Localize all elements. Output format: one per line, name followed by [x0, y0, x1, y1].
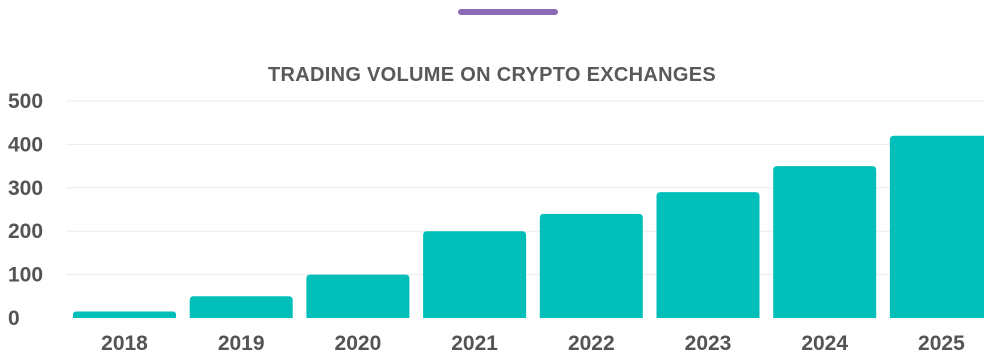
x-tick-label: 2021 [451, 332, 498, 355]
y-tick-label: 500 [8, 90, 43, 113]
bar-2022 [539, 213, 643, 318]
x-tick-label: 2023 [685, 332, 732, 355]
y-axis: 0 100 200 300 400 500 [8, 90, 43, 330]
y-tick-label: 100 [8, 264, 43, 287]
bar-2025 [889, 135, 984, 318]
x-tick-label: 2024 [801, 332, 848, 355]
bars [73, 135, 984, 318]
y-tick-label: 0 [8, 307, 20, 330]
x-tick-label: 2025 [918, 332, 965, 355]
bar-2019 [189, 296, 293, 318]
x-tick-label: 2020 [335, 332, 382, 355]
bar-2021 [423, 231, 527, 318]
bar-2018 [73, 311, 176, 318]
x-tick-label: 2018 [101, 332, 148, 355]
x-tick-label: 2019 [218, 332, 265, 355]
chart-title: TRADING VOLUME ON CRYPTO EXCHANGES [267, 64, 716, 86]
y-tick-label: 300 [8, 177, 43, 200]
y-tick-label: 200 [8, 220, 43, 243]
x-tick-label: 2022 [568, 332, 615, 355]
bar-2024 [773, 166, 877, 318]
bar-2020 [306, 274, 410, 318]
y-tick-label: 400 [8, 133, 43, 156]
x-axis: 2018 2019 2020 2021 2022 2023 2024 2025 [101, 332, 965, 355]
bar-2023 [656, 192, 760, 318]
accent-divider [458, 9, 558, 15]
